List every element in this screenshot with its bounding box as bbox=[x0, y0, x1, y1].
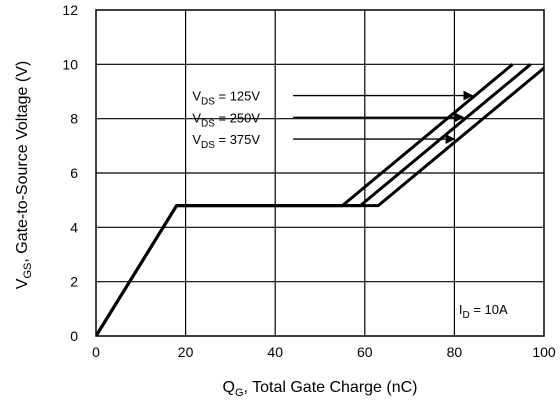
annotation-sub: DS bbox=[201, 97, 215, 108]
x-tick-label: 60 bbox=[357, 344, 373, 360]
y-axis-label-main: V bbox=[14, 278, 31, 289]
annotation-main: V bbox=[192, 89, 201, 104]
series-line-3 bbox=[96, 66, 544, 336]
x-axis-label: QG, Total Gate Charge (nC) bbox=[222, 379, 417, 399]
x-tick-label: 40 bbox=[267, 344, 283, 360]
y-tick-label: 8 bbox=[70, 111, 78, 127]
series-annotation-label: VDS = 125V bbox=[192, 89, 260, 108]
x-axis-label-rest: , Total Gate Charge (nC) bbox=[244, 379, 418, 396]
x-tick-label: 0 bbox=[92, 344, 100, 360]
grid bbox=[96, 10, 544, 336]
y-tick-label: 6 bbox=[70, 165, 78, 181]
y-tick-label: 12 bbox=[62, 2, 78, 18]
x-tick-label: 80 bbox=[447, 344, 463, 360]
series-line-1 bbox=[96, 63, 514, 336]
x-tick-label: 20 bbox=[178, 344, 194, 360]
annotation-rest: = 125V bbox=[215, 89, 261, 104]
condition-rest: = 10A bbox=[470, 302, 508, 317]
y-tick-label: 10 bbox=[62, 56, 78, 72]
y-tick-labels: 0 2 4 6 8 10 12 bbox=[62, 2, 78, 344]
plot-area-frame bbox=[95, 9, 545, 337]
annotation-rest: = 250V bbox=[215, 110, 261, 125]
y-axis-label: VGS, Gate-to-Source Voltage (V) bbox=[14, 61, 34, 289]
annotation-sub: DS bbox=[201, 118, 215, 129]
annotation-main: V bbox=[192, 110, 201, 125]
y-tick-label: 2 bbox=[70, 274, 78, 290]
y-axis-label-sub: GS bbox=[22, 263, 34, 279]
x-axis-label-sub: G bbox=[235, 387, 244, 399]
series-annotation-label: VDS = 375V bbox=[192, 132, 260, 151]
annotation-main: V bbox=[192, 132, 201, 147]
condition-sub: D bbox=[463, 310, 470, 321]
y-tick-label: 0 bbox=[70, 328, 78, 344]
y-tick-label: 4 bbox=[70, 219, 78, 235]
series-annotation-label: VDS = 250V bbox=[192, 110, 260, 129]
x-axis-label-main: Q bbox=[222, 379, 234, 396]
y-axis-label-rest: , Gate-to-Source Voltage (V) bbox=[14, 61, 31, 263]
series-group bbox=[96, 63, 544, 336]
condition-label: ID = 10A bbox=[459, 302, 508, 321]
x-tick-labels: 0 20 40 60 80 100 bbox=[92, 344, 556, 360]
annotation-sub: DS bbox=[201, 140, 215, 151]
condition-main: I bbox=[459, 302, 463, 317]
x-tick-label: 100 bbox=[532, 344, 556, 360]
annotation-rest: = 375V bbox=[215, 132, 261, 147]
